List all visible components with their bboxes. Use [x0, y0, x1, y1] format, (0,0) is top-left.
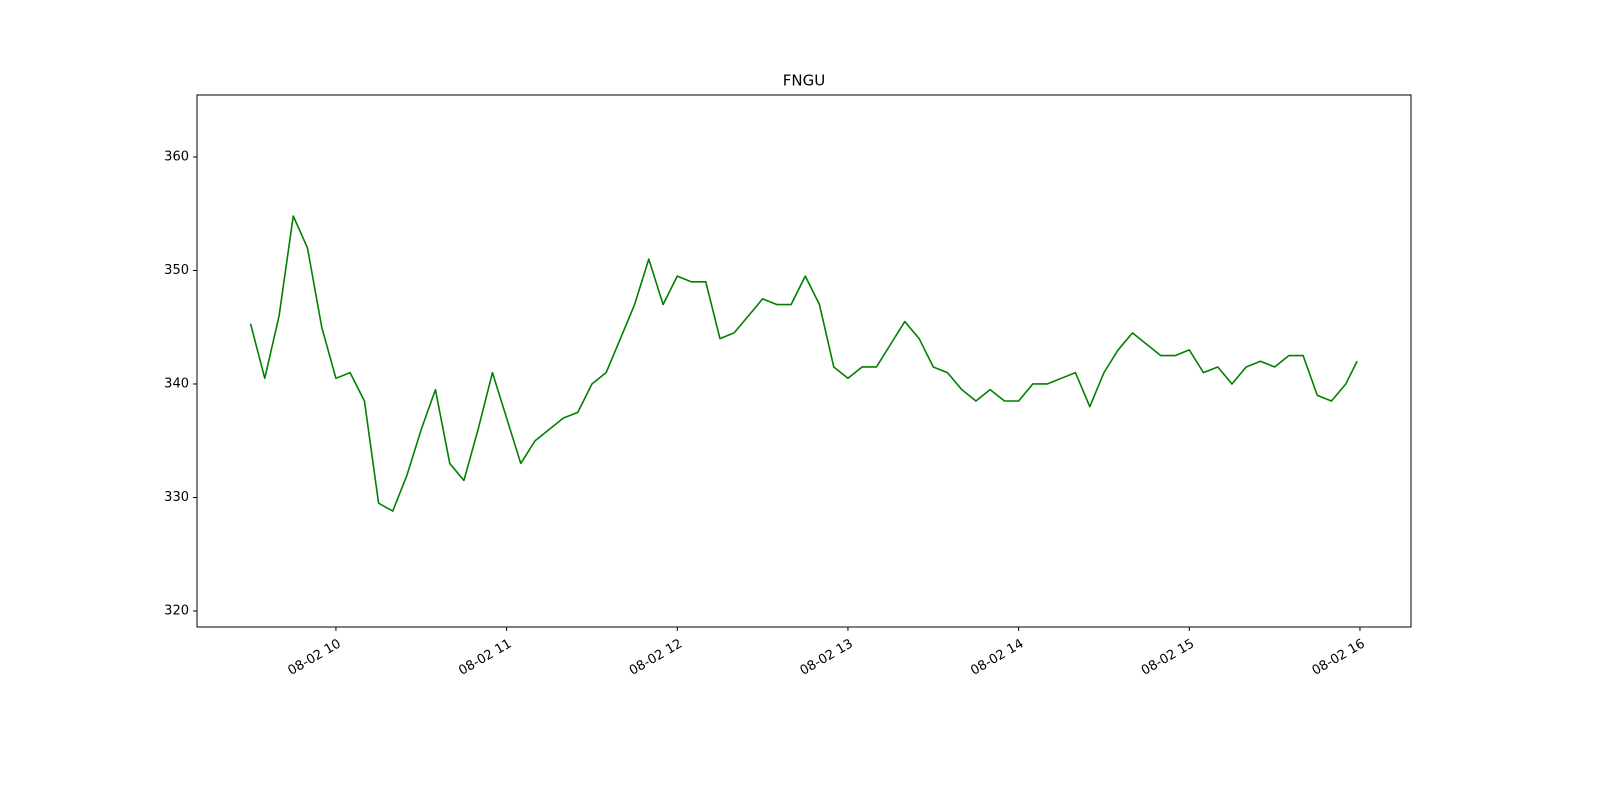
price-line: [249, 215, 1358, 512]
x-tick-label: 08-02 16: [1310, 637, 1368, 679]
axes-frame: [196, 94, 1412, 628]
x-tick-label: 08-02 15: [1139, 637, 1197, 679]
y-tick-label: 320: [164, 603, 189, 618]
chart-title: FNGU: [783, 72, 825, 90]
y-tick-label: 360: [164, 149, 189, 164]
y-tick-label: 330: [164, 490, 189, 505]
x-tick-label: 08-02 10: [286, 637, 344, 679]
x-tick-label: 08-02 14: [968, 637, 1026, 679]
y-tick-label: 340: [164, 376, 189, 391]
y-tick-label: 350: [164, 263, 189, 278]
x-tick-label: 08-02 13: [798, 637, 856, 679]
x-tick-label: 08-02 11: [456, 637, 514, 679]
x-tick-label: 08-02 12: [627, 637, 685, 679]
